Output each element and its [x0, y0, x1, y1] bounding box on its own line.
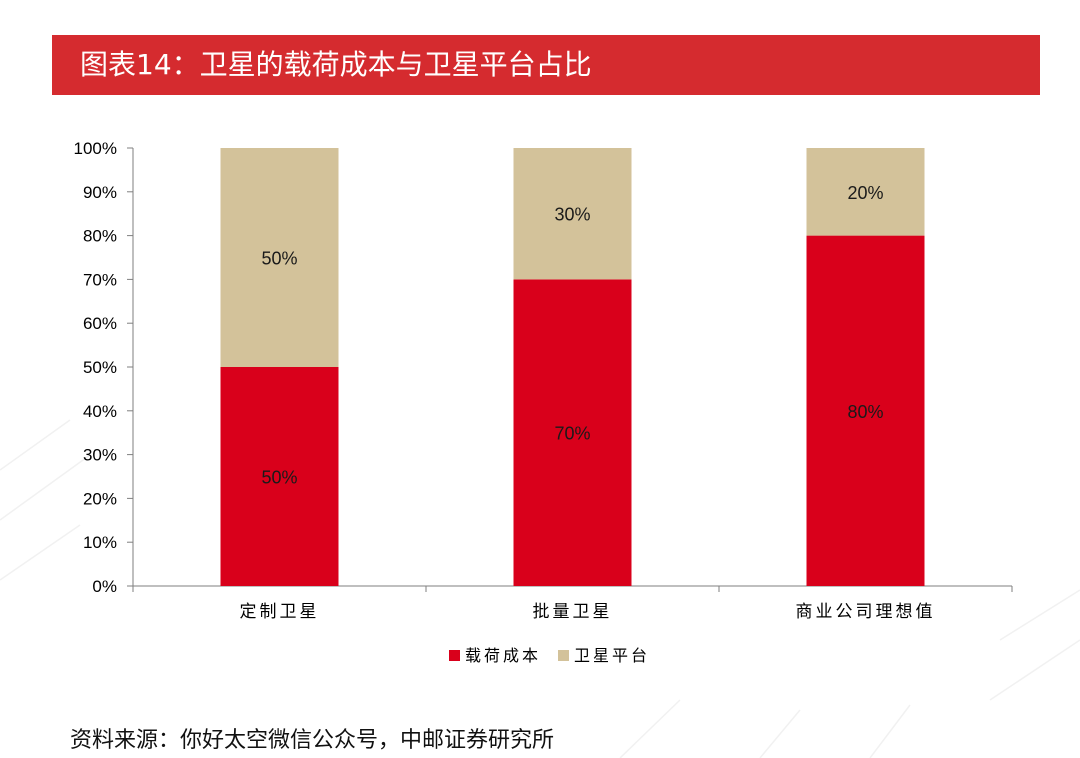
bar-segment-payload [806, 235, 925, 586]
y-tick-label: 0% [92, 577, 117, 596]
data-label: 50% [261, 468, 297, 488]
title-bar: 图表14：卫星的载荷成本与卫星平台占比 [52, 35, 1040, 95]
data-label: 30% [554, 205, 590, 225]
data-label: 80% [847, 402, 883, 422]
x-category-label: 批量卫星 [533, 602, 613, 622]
source-note: 资料来源：你好太空微信公众号，中邮证券研究所 [70, 728, 555, 753]
legend-label: 卫星平台 [574, 646, 650, 665]
legend-swatch [449, 650, 460, 661]
data-label: 70% [554, 424, 590, 444]
y-tick-label: 40% [83, 402, 117, 421]
x-category-label: 定制卫星 [240, 602, 320, 622]
y-tick-label: 80% [83, 227, 117, 246]
y-tick-label: 50% [83, 358, 117, 377]
bar-segment-payload [513, 279, 632, 586]
legend-swatch [558, 650, 569, 661]
legend-label: 载荷成本 [465, 646, 541, 665]
bar-segment-payload [220, 367, 339, 586]
y-tick-label: 60% [83, 314, 117, 333]
bar-segment-platform [806, 148, 925, 236]
chart-title: 图表14：卫星的载荷成本与卫星平台占比 [80, 48, 592, 81]
bar-segment-platform [220, 148, 339, 367]
y-tick-label: 20% [83, 489, 117, 508]
y-tick-label: 90% [83, 183, 117, 202]
y-tick-label: 30% [83, 446, 117, 465]
bar-segment-platform [513, 148, 632, 280]
y-tick-label: 70% [83, 270, 117, 289]
y-tick-label: 10% [83, 533, 117, 552]
data-label: 50% [261, 249, 297, 269]
x-category-label: 商业公司理想值 [796, 602, 936, 622]
y-tick-label: 100% [74, 139, 117, 158]
data-label: 20% [847, 183, 883, 203]
